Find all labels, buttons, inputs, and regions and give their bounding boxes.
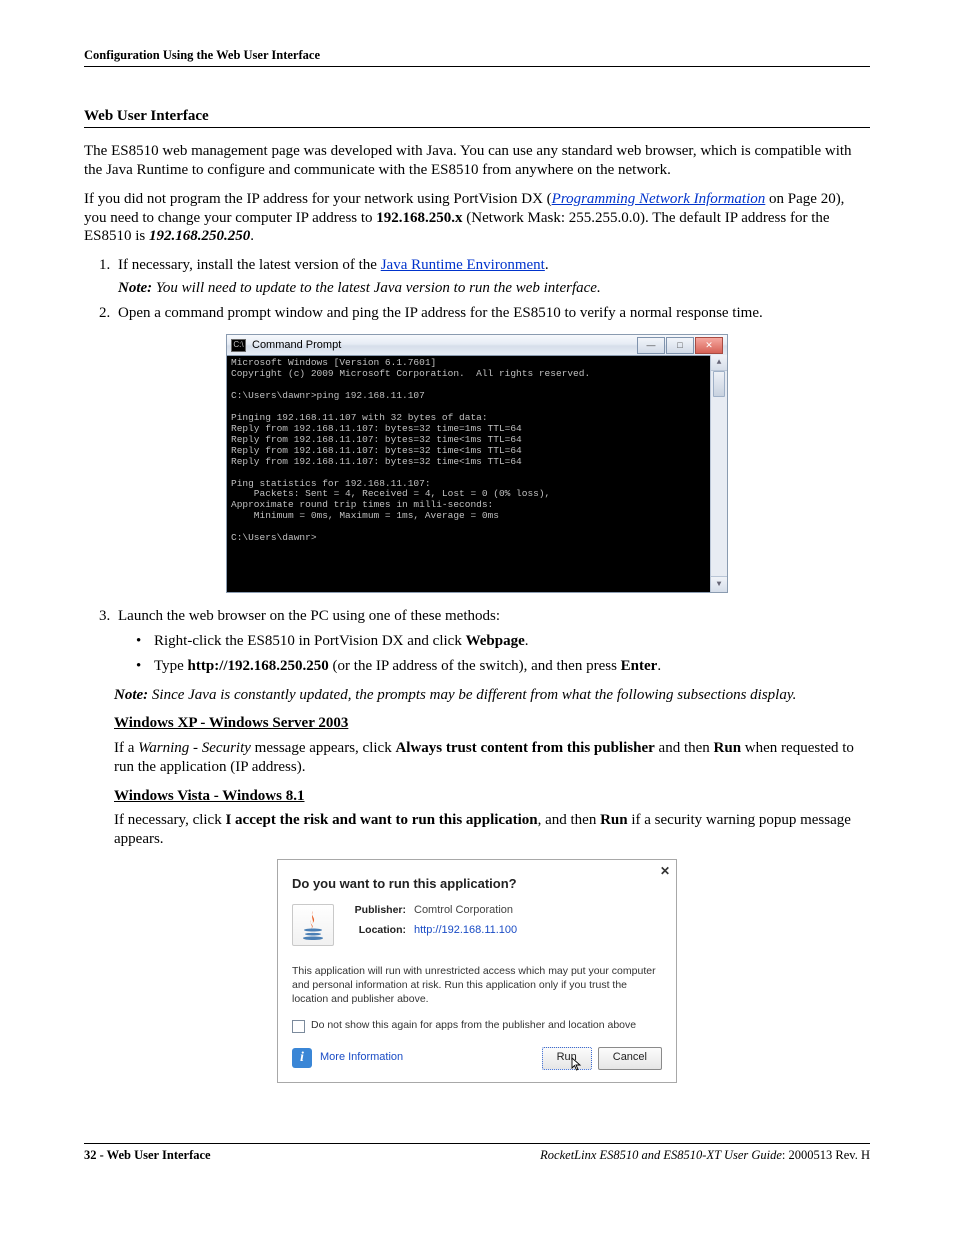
xp-a: If a <box>114 740 138 756</box>
windows-xp-para: If a Warning - Security message appears,… <box>114 739 870 777</box>
intro-p2-default-ip: 192.168.250.250 <box>149 228 250 244</box>
vista-c: , and then <box>538 812 600 828</box>
s3b1a: Right-click the ES8510 in PortVision DX … <box>154 633 466 649</box>
java-dialog: ✕ Do you want to run this application? P… <box>277 859 677 1083</box>
java-dont-show-checkbox[interactable] <box>292 1020 305 1033</box>
step-1b: . <box>545 257 549 273</box>
footer-right-title: RocketLinx ES8510 and ES8510-XT User Gui… <box>540 1148 782 1162</box>
footer-right-num: : 2000513 Rev. H <box>782 1148 870 1162</box>
step-3-bullet-1: Right-click the ES8510 in PortVision DX … <box>136 632 870 651</box>
cmd-screenshot: C:\ Command Prompt — □ ✕ Microsoft Windo… <box>84 334 870 593</box>
cmd-scroll-thumb[interactable] <box>713 371 725 397</box>
cmd-body: Microsoft Windows [Version 6.1.7601] Cop… <box>227 356 727 592</box>
info-icon: i <box>292 1048 312 1068</box>
cmd-maximize-button[interactable]: □ <box>666 337 694 354</box>
note-label-1: Note: <box>118 280 152 296</box>
java-dialog-title: Do you want to run this application? <box>292 876 662 892</box>
s3b2c: (or the IP address of the switch), and t… <box>329 658 621 674</box>
java-more-info-link[interactable]: More Information <box>320 1051 403 1065</box>
step-1a: If necessary, install the latest version… <box>118 257 381 273</box>
intro-p2: If you did not program the IP address fo… <box>84 190 870 246</box>
xp-f: Run <box>714 740 742 756</box>
step-3: Launch the web browser on the PC using o… <box>114 607 870 675</box>
java-meta: Publisher: Comtrol Corporation Location: h… <box>348 904 517 946</box>
cmd-scrollbar[interactable]: ▲ ▼ <box>710 355 727 592</box>
java-runtime-link[interactable]: Java Runtime Environment <box>381 257 545 273</box>
java-location-value: http://192.168.11.100 <box>414 924 517 936</box>
intro-p2d: . <box>250 228 254 244</box>
java-location-label: Location: <box>348 924 406 937</box>
cmd-titlebar: C:\ Command Prompt — □ ✕ <box>227 335 727 356</box>
cmd-scroll-up-icon[interactable]: ▲ <box>711 355 727 371</box>
note-label-3: Note: <box>114 687 148 703</box>
step-3-text: Launch the web browser on the PC using o… <box>118 608 500 624</box>
java-cancel-button[interactable]: Cancel <box>598 1047 662 1070</box>
xp-d: Always trust content from this publisher <box>395 740 654 756</box>
intro-p2-ip: 192.168.250.x <box>376 210 462 226</box>
intro-p1: The ES8510 web management page was devel… <box>84 142 870 180</box>
xp-c: message appears, click <box>251 740 396 756</box>
cmd-window: C:\ Command Prompt — □ ✕ Microsoft Windo… <box>226 334 728 593</box>
cmd-close-button[interactable]: ✕ <box>695 337 723 354</box>
cmd-scroll-down-icon[interactable]: ▼ <box>711 576 727 592</box>
page-footer: 32 - Web User Interface RocketLinx ES851… <box>84 1143 870 1164</box>
java-publisher-label: Publisher: <box>348 904 406 917</box>
java-close-button[interactable]: ✕ <box>660 864 670 879</box>
footer-left: 32 - Web User Interface <box>84 1148 211 1164</box>
page-header: Configuration Using the Web User Interfa… <box>84 48 870 67</box>
s3b1b: Webpage <box>466 633 525 649</box>
vista-a: If necessary, click <box>114 812 225 828</box>
step-3-bullet-2: Type http://192.168.250.250 (or the IP a… <box>136 657 870 676</box>
step-1: If necessary, install the latest version… <box>114 256 870 298</box>
programming-network-info-link[interactable]: Programming Network Information <box>552 191 766 207</box>
s3b2b: http://192.168.250.250 <box>188 658 329 674</box>
vista-d: Run <box>600 812 628 828</box>
step-1-note: You will need to update to the latest Ja… <box>156 280 601 296</box>
step-3-note-body: Since Java is constantly updated, the pr… <box>152 687 797 703</box>
java-warning-text: This application will run with unrestric… <box>292 964 662 1007</box>
java-publisher-value: Comtrol Corporation <box>414 904 513 916</box>
step-2: Open a command prompt window and ping th… <box>114 304 870 323</box>
java-checkbox-label: Do not show this again for apps from the… <box>311 1019 636 1032</box>
cmd-minimize-button[interactable]: — <box>637 337 665 354</box>
vista-b: I accept the risk and want to run this a… <box>225 812 537 828</box>
windows-xp-heading: Windows XP - Windows Server 2003 <box>114 714 870 733</box>
section-title: Web User Interface <box>84 107 870 129</box>
java-run-button[interactable]: Run <box>542 1047 592 1070</box>
intro-p2a: If you did not program the IP address fo… <box>84 191 552 207</box>
s3b2d: Enter <box>621 658 658 674</box>
windows-vista-para: If necessary, click I accept the risk an… <box>114 811 870 849</box>
s3b1c: . <box>525 633 529 649</box>
xp-b: Warning - Security <box>138 740 251 756</box>
windows-vista-heading: Windows Vista - Windows 8.1 <box>114 787 870 806</box>
xp-e: and then <box>655 740 714 756</box>
cmd-title: Command Prompt <box>252 339 341 353</box>
java-checkbox-row: Do not show this again for apps from the… <box>292 1019 662 1033</box>
java-dialog-screenshot: ✕ Do you want to run this application? P… <box>84 859 870 1083</box>
step-3-note: Note: Since Java is constantly updated, … <box>114 686 870 705</box>
s3b2a: Type <box>154 658 188 674</box>
cmd-title-icon: C:\ <box>231 339 246 352</box>
footer-right: RocketLinx ES8510 and ES8510-XT User Gui… <box>540 1148 870 1164</box>
s3b2e: . <box>657 658 661 674</box>
java-icon <box>292 904 334 946</box>
cursor-icon <box>571 1057 583 1075</box>
